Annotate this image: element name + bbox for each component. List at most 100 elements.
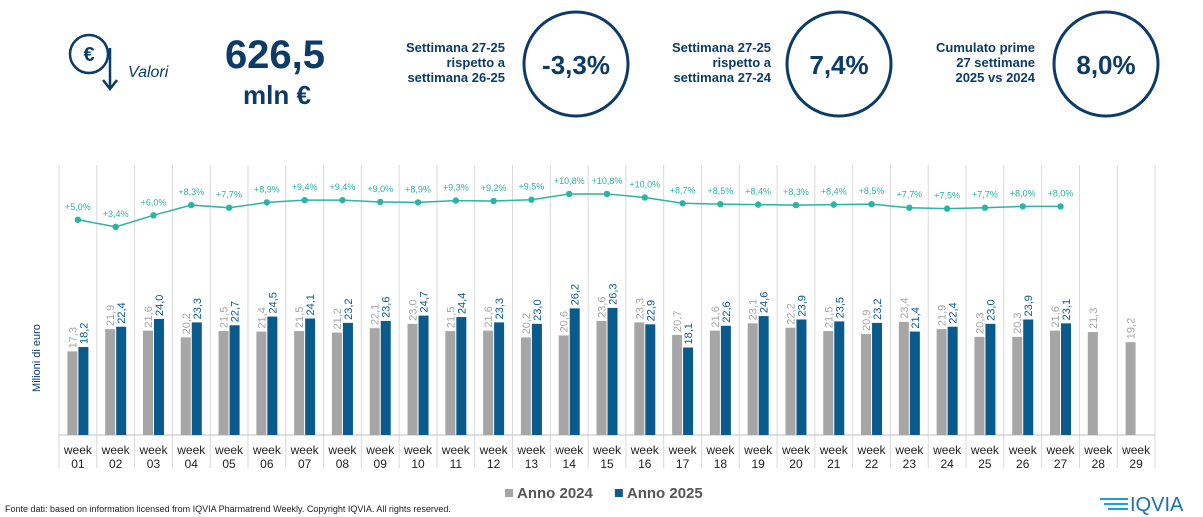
bar-value-label: 22,2 bbox=[785, 303, 797, 324]
bar-value-label: 23,0 bbox=[532, 299, 544, 320]
x-tick-label: week 20 bbox=[781, 443, 810, 471]
bar-value-label: 21,6 bbox=[710, 306, 722, 327]
bar-value-label: 21,3 bbox=[1088, 308, 1100, 329]
bar bbox=[331, 332, 342, 435]
kpi-value: -3,3% bbox=[542, 50, 610, 80]
growth-label: +7,7% bbox=[216, 190, 242, 200]
growth-label: +9,4% bbox=[292, 182, 318, 192]
x-tick-label: week 24 bbox=[933, 443, 962, 471]
growth-label: +9,2% bbox=[481, 183, 507, 193]
x-tick-label: week 15 bbox=[592, 443, 621, 471]
kpi-line: Settimana 27-25 bbox=[406, 40, 505, 55]
x-tick-label: week 14 bbox=[555, 443, 584, 471]
bar-value-label: 21,9 bbox=[937, 305, 949, 326]
x-tick-label: week 19 bbox=[744, 443, 773, 471]
bar-value-label: 24,6 bbox=[759, 292, 771, 313]
kpi-line: 27 settimane bbox=[956, 55, 1035, 70]
growth-label: +8,4% bbox=[821, 187, 847, 197]
growth-point bbox=[263, 199, 271, 206]
x-tick-label: week 23 bbox=[895, 443, 924, 471]
growth-point bbox=[414, 199, 422, 206]
bar bbox=[116, 326, 127, 435]
bar-value-label: 23,0 bbox=[985, 299, 997, 320]
bar bbox=[1023, 319, 1034, 435]
bar-value-label: 20,2 bbox=[181, 313, 193, 334]
growth-label: +8,4% bbox=[745, 187, 771, 197]
kpi-line: rispetto a bbox=[446, 55, 505, 70]
growth-label: +8,9% bbox=[405, 184, 431, 194]
kpi-text: Cumulato prime 27 settimane 2025 vs 2024 bbox=[936, 40, 1035, 85]
growth-point bbox=[490, 197, 497, 205]
bar bbox=[645, 324, 656, 435]
growth-label: +8,5% bbox=[859, 186, 885, 196]
bar-value-label: 24,0 bbox=[154, 295, 166, 316]
x-tick-label: week 29 bbox=[1122, 443, 1151, 471]
icon-label: Valori bbox=[128, 64, 169, 81]
legend-swatch bbox=[505, 489, 513, 497]
bar-value-label: 23,2 bbox=[343, 298, 355, 319]
bar-value-label: 20,3 bbox=[1012, 312, 1024, 333]
growth-label: +7,5% bbox=[934, 191, 960, 201]
x-tick-label: week 16 bbox=[630, 443, 659, 471]
x-tick-label: week 05 bbox=[215, 443, 244, 471]
bar-value-label: 21,5 bbox=[445, 307, 457, 328]
bar-value-label: 23,3 bbox=[494, 298, 506, 319]
bar-value-label: 21,6 bbox=[143, 306, 155, 327]
growth-label: +8,0% bbox=[1010, 188, 1036, 198]
growth-label: +3,4% bbox=[103, 209, 129, 219]
bar-value-label: 22,4 bbox=[116, 302, 128, 323]
bar bbox=[1012, 336, 1023, 435]
bar-value-label: 18,2 bbox=[78, 323, 90, 344]
bar-value-label: 20,7 bbox=[672, 311, 684, 332]
bar bbox=[823, 331, 834, 435]
bar bbox=[456, 317, 467, 435]
total-value: 626,5 bbox=[225, 33, 325, 77]
x-tick-label: week 10 bbox=[404, 443, 433, 471]
growth-label: +8,0% bbox=[1048, 188, 1074, 198]
bar bbox=[596, 320, 607, 435]
bar bbox=[634, 322, 645, 435]
bar-value-label: 24,4 bbox=[456, 293, 468, 314]
x-tick-label: week 03 bbox=[139, 443, 168, 471]
growth-label: +5,0% bbox=[65, 202, 91, 212]
growth-point bbox=[452, 197, 460, 204]
bar bbox=[267, 316, 278, 435]
x-tick-label: week 13 bbox=[517, 443, 546, 471]
x-tick-label: week 11 bbox=[441, 443, 470, 471]
bar-value-label: 23,3 bbox=[634, 298, 646, 319]
bar-value-label: 22,9 bbox=[645, 300, 657, 321]
bar-value-label: 23,5 bbox=[834, 297, 846, 318]
bar-value-label: 23,6 bbox=[381, 297, 393, 318]
svg-text:€: € bbox=[83, 44, 94, 66]
bar-value-label: 23,2 bbox=[872, 298, 884, 319]
bar bbox=[78, 347, 89, 435]
growth-point bbox=[679, 200, 686, 207]
bar bbox=[758, 316, 769, 435]
kpi-value: 8,0% bbox=[1076, 50, 1135, 80]
bar-value-label: 21,4 bbox=[910, 307, 922, 328]
bar-value-label: 26,3 bbox=[608, 283, 620, 304]
total-unit: mln € bbox=[243, 80, 311, 110]
bar-value-label: 21,5 bbox=[294, 307, 306, 328]
x-tick-label: week 17 bbox=[668, 443, 697, 471]
bar bbox=[369, 328, 380, 435]
growth-point bbox=[566, 190, 573, 198]
bar bbox=[1087, 332, 1098, 435]
bar bbox=[1125, 342, 1136, 435]
logo-text: IQVIA bbox=[1130, 494, 1184, 516]
bar bbox=[342, 322, 353, 435]
growth-point bbox=[830, 201, 837, 208]
bar-value-label: 24,7 bbox=[419, 291, 431, 312]
bar bbox=[936, 329, 947, 435]
kpi-line: Settimana 27-25 bbox=[672, 40, 771, 55]
growth-point bbox=[112, 223, 119, 231]
kpi-text: Settimana 27-25 rispetto a settimana 27-… bbox=[672, 40, 771, 85]
bar bbox=[256, 331, 267, 435]
bar bbox=[974, 336, 985, 435]
growth-point bbox=[754, 201, 762, 208]
kpi-line: rispetto a bbox=[712, 55, 771, 70]
bar-value-label: 23,1 bbox=[748, 299, 760, 320]
kpi-line: 2025 vs 2024 bbox=[955, 70, 1035, 85]
bar-value-label: 23,0 bbox=[408, 299, 420, 320]
x-tick-label: week 07 bbox=[290, 443, 319, 471]
